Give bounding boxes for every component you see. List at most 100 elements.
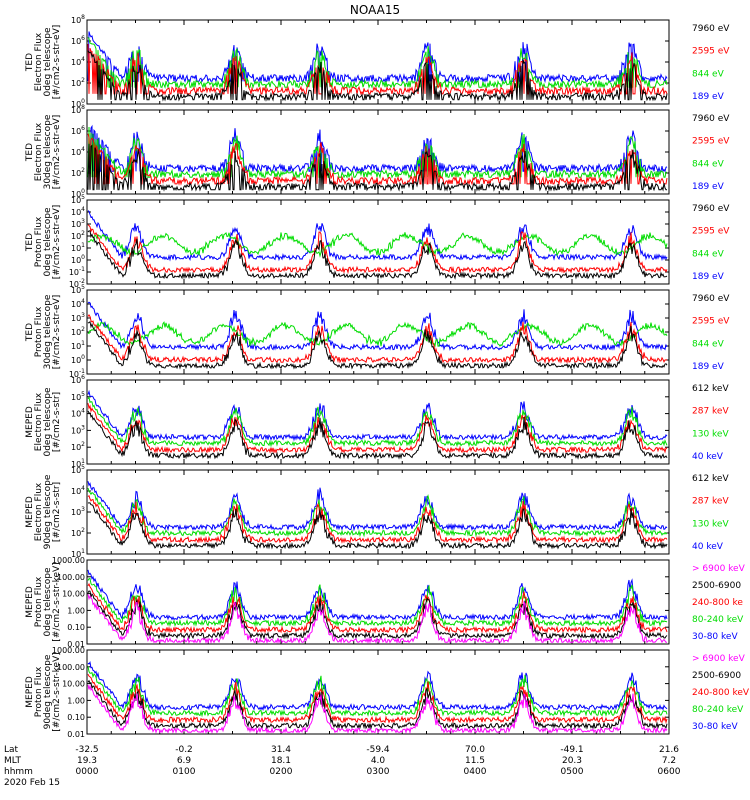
y-axis-label-line: 0deg telescope — [43, 567, 53, 637]
series-line — [87, 389, 668, 442]
legend-entry: 2595 eV — [692, 227, 730, 237]
series-line — [87, 683, 668, 735]
legend-entry: 2500-6900 — [692, 581, 741, 591]
footer-mlt-value: 11.5 — [465, 756, 485, 766]
y-axis-label-line: 0deg telescope — [43, 387, 53, 457]
y-axis-label-line: 30deg telescope — [43, 294, 53, 369]
y-axis-label: TEDProton Flux30deg telescope[#/cm2-s-st… — [25, 294, 62, 369]
y-axis-label-line: Electron Flux — [34, 122, 44, 181]
legend-entry: 189 eV — [692, 92, 725, 102]
series-line — [87, 43, 668, 96]
y-axis-label: MEPEDProton Flux0deg telescope[#/cm2-s-s… — [25, 562, 62, 641]
y-axis-label: TEDProton Flux0deg telescope[#/cm2-s-str… — [25, 205, 62, 280]
panel-7: 0.010.101.0010.00100.001000.00MEPEDProto… — [25, 556, 746, 649]
series-line — [87, 396, 668, 448]
y-tick-label: 104 — [71, 56, 85, 67]
legend-entry: 189 eV — [692, 272, 725, 282]
legend-entry: 7960 eV — [692, 204, 730, 214]
y-axis-label: MEPEDProton Flux90deg telescope[#/cm2-s-… — [25, 652, 62, 731]
y-axis-label-line: [#/cm2-s-str-eV] — [52, 115, 62, 190]
footer-mlt-value: 19.3 — [77, 756, 97, 766]
series-line — [87, 590, 668, 641]
legend-entry: 844 eV — [692, 249, 725, 259]
series-line — [87, 481, 668, 532]
y-axis-label-line: [#/cm2-s-str-keV] — [52, 562, 62, 641]
legend-entry: 7960 eV — [692, 114, 730, 124]
y-tick-label: 102 — [71, 230, 85, 241]
footer-hhmm-value: 0500 — [561, 767, 584, 777]
legend-entry: 80-240 keV — [692, 615, 744, 625]
legend-entry: 2500-6900 — [692, 671, 741, 681]
panel-1: 100 102 104 106 108 TEDElectron Flux0deg tele… — [25, 14, 730, 109]
footer-hhmm-value: 0100 — [173, 767, 196, 777]
footer-mlt-value: 20.3 — [562, 756, 582, 766]
series-line — [87, 320, 668, 370]
y-tick-label: 104 — [71, 485, 85, 496]
y-tick-label: 108 — [71, 14, 85, 25]
legend-entry: 130 keV — [692, 429, 729, 439]
y-tick-label: 10-2 — [69, 278, 85, 289]
footer-lat-value: 31.4 — [271, 745, 291, 755]
y-axis-label-line: [#/cm2-s-str-eV] — [52, 205, 62, 280]
footer-row-label: Lat — [4, 745, 19, 755]
footer-hhmm-value: 0400 — [464, 767, 487, 777]
y-axis-label-line: 90deg telescope — [43, 654, 53, 729]
footer-mlt-value: 6.9 — [177, 756, 192, 766]
series-line — [87, 582, 668, 635]
panel-6: 101 102 103 104 105 MEPEDElectron Flux90deg t… — [25, 464, 729, 559]
y-axis-label-line: MEPED — [25, 676, 35, 708]
y-tick-label: 100 — [71, 98, 85, 109]
legend-entry: > 6900 keV — [692, 564, 746, 574]
legend-entry: 287 keV — [692, 497, 729, 507]
y-tick-label: 101 — [71, 340, 85, 351]
series-line — [87, 410, 668, 460]
y-tick-label: 102 — [71, 527, 85, 538]
footer-lat-value: -32.5 — [75, 745, 98, 755]
series-line — [88, 124, 668, 174]
footer-hhmm-value: 0300 — [367, 767, 390, 777]
legend-entry: > 6900 keV — [692, 654, 746, 664]
y-tick-label: 100 — [71, 354, 85, 365]
series-line — [87, 232, 668, 258]
series-line — [87, 679, 668, 730]
footer-row-label: MLT — [4, 756, 22, 766]
panel-4: 10-1 100 101 102 103 104 105 TEDProton Flux30de… — [25, 284, 730, 379]
footer-lat-value: 70.0 — [465, 745, 485, 755]
y-tick-label: 104 — [71, 206, 85, 217]
footer-lat-value: 21.6 — [659, 745, 679, 755]
series-line — [87, 321, 668, 348]
y-tick-label: 10-1 — [69, 266, 85, 277]
legend-entry: 612 keV — [692, 474, 729, 484]
y-axis-label-line: Proton Flux — [34, 576, 44, 627]
panel-frame — [86, 469, 670, 555]
series-line — [87, 673, 668, 725]
legend-entry: 844 eV — [692, 159, 725, 169]
y-axis-label-line: TED — [25, 323, 35, 342]
y-axis-label-line: [#/cm2-s-str] — [52, 482, 62, 542]
y-axis-label-line: 0deg telescope — [43, 207, 53, 277]
legend-entry: 844 eV — [692, 339, 725, 349]
series-line — [87, 31, 668, 84]
y-tick-label: 10.00 — [62, 590, 85, 599]
footer-hhmm-value: 0200 — [270, 767, 293, 777]
footer-row-label: hhmm — [4, 767, 33, 777]
y-axis-label-line: [#/cm2-s-str-eV] — [52, 295, 62, 370]
y-tick-label: 108 — [71, 104, 85, 115]
footer-mlt-value: 18.1 — [271, 756, 291, 766]
legend-entry: 240-800 ke — [692, 598, 743, 608]
y-tick-label: 103 — [71, 312, 85, 323]
y-tick-label: 103 — [71, 424, 85, 435]
legend-entry: 844 eV — [692, 69, 725, 79]
y-tick-label: 106 — [71, 35, 85, 46]
y-axis-label-line: Proton Flux — [34, 306, 44, 357]
y-tick-label: 102 — [71, 77, 85, 88]
footer-mlt-value: 4.0 — [371, 756, 386, 766]
series-line — [87, 487, 668, 538]
y-tick-label: 104 — [71, 146, 85, 157]
legend-entry: 7960 eV — [692, 24, 730, 34]
y-tick-label: 105 — [71, 391, 85, 402]
series-line — [87, 502, 668, 550]
legend-entry: 2595 eV — [692, 47, 730, 57]
